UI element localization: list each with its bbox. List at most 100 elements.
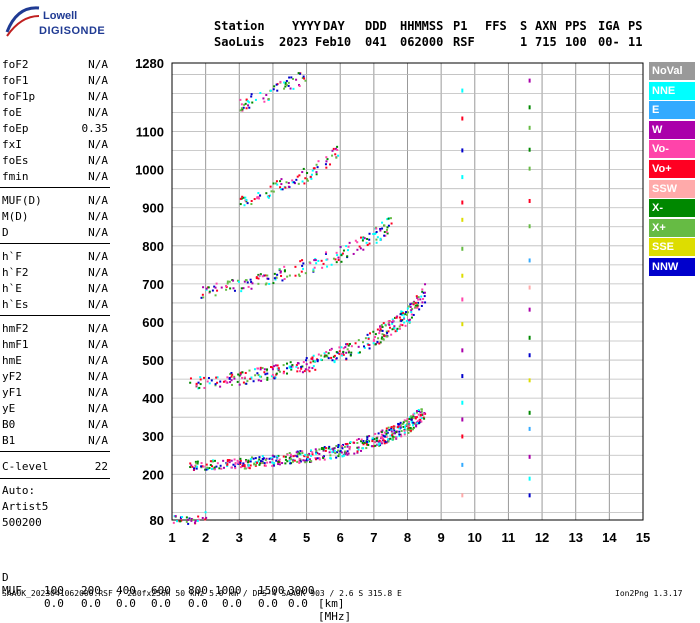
data-point bbox=[271, 455, 274, 458]
data-point bbox=[379, 239, 382, 242]
data-point bbox=[273, 365, 276, 368]
data-point bbox=[383, 431, 386, 434]
data-point bbox=[387, 438, 390, 441]
data-point bbox=[288, 457, 291, 460]
data-point bbox=[461, 273, 464, 278]
y-tick-label: 1280 bbox=[135, 56, 164, 71]
data-point bbox=[296, 455, 299, 458]
data-point bbox=[345, 245, 348, 248]
data-point bbox=[231, 383, 234, 386]
data-point bbox=[198, 386, 201, 389]
data-point bbox=[303, 182, 306, 185]
data-point bbox=[331, 359, 334, 362]
data-point bbox=[391, 432, 394, 435]
trace-3rd-hop bbox=[200, 217, 393, 299]
data-point bbox=[418, 410, 421, 413]
x-tick-label: 10 bbox=[468, 530, 482, 545]
data-point bbox=[366, 440, 369, 443]
data-point bbox=[234, 462, 237, 465]
data-point bbox=[267, 97, 270, 100]
data-point bbox=[320, 447, 323, 450]
footer-muf-label: MUF bbox=[2, 584, 22, 597]
data-point bbox=[386, 232, 389, 235]
data-point bbox=[356, 441, 359, 444]
data-point bbox=[316, 359, 319, 362]
data-point bbox=[269, 457, 272, 460]
data-point bbox=[398, 424, 401, 427]
data-point bbox=[390, 427, 393, 430]
data-point bbox=[197, 381, 200, 384]
data-point bbox=[303, 77, 306, 80]
data-point bbox=[381, 326, 384, 329]
data-point bbox=[320, 358, 323, 361]
data-point bbox=[226, 280, 229, 283]
data-point bbox=[296, 453, 299, 456]
data-point bbox=[197, 515, 200, 518]
data-point bbox=[528, 125, 531, 130]
data-point bbox=[418, 308, 421, 311]
data-point bbox=[206, 468, 209, 471]
data-point bbox=[357, 351, 360, 354]
data-point bbox=[214, 286, 217, 289]
data-point bbox=[244, 467, 247, 470]
data-point bbox=[410, 302, 413, 305]
data-point bbox=[383, 230, 386, 233]
data-point bbox=[286, 275, 289, 278]
data-point bbox=[338, 346, 341, 349]
data-point bbox=[283, 81, 286, 84]
data-point bbox=[266, 372, 269, 375]
data-point bbox=[379, 229, 382, 232]
data-point bbox=[325, 447, 328, 450]
data-point bbox=[362, 447, 365, 450]
footer-d-value: 3000 bbox=[288, 584, 315, 597]
data-point bbox=[287, 81, 290, 84]
data-point bbox=[290, 368, 293, 371]
data-point bbox=[385, 231, 388, 234]
data-point bbox=[316, 166, 319, 169]
data-point bbox=[401, 422, 404, 425]
data-point bbox=[356, 248, 359, 251]
data-point bbox=[398, 316, 401, 319]
data-point bbox=[289, 455, 292, 458]
data-point bbox=[371, 438, 374, 441]
header-label: AXN bbox=[535, 19, 557, 33]
data-point bbox=[324, 252, 327, 255]
data-point bbox=[461, 493, 464, 498]
data-point bbox=[357, 446, 360, 449]
param-row-hme: hmE N/A bbox=[0, 353, 112, 369]
header-value: RSF bbox=[453, 35, 475, 49]
data-point bbox=[283, 87, 286, 90]
data-point bbox=[266, 195, 269, 198]
data-point bbox=[327, 447, 330, 450]
data-point bbox=[263, 462, 266, 465]
data-point bbox=[260, 461, 263, 464]
data-point bbox=[324, 354, 327, 357]
x-tick-label: 2 bbox=[202, 530, 209, 545]
data-point bbox=[251, 101, 254, 104]
data-point bbox=[318, 458, 321, 461]
data-point bbox=[387, 217, 390, 220]
data-point bbox=[275, 459, 278, 462]
data-point bbox=[357, 448, 360, 451]
data-point bbox=[337, 256, 340, 259]
data-point bbox=[267, 277, 270, 280]
data-point bbox=[216, 462, 219, 465]
data-point bbox=[410, 429, 413, 432]
data-point bbox=[276, 367, 279, 370]
data-point bbox=[412, 421, 415, 424]
data-point bbox=[386, 226, 389, 229]
data-point bbox=[412, 416, 415, 419]
param-row-fmin: fmin N/A bbox=[0, 169, 112, 185]
data-point bbox=[346, 249, 349, 252]
data-point bbox=[314, 368, 317, 371]
footer-muf-value: 0.0 bbox=[258, 597, 278, 610]
data-point bbox=[226, 459, 229, 462]
data-point bbox=[249, 464, 252, 467]
data-point bbox=[345, 443, 348, 446]
data-point bbox=[296, 370, 299, 373]
param-label: B1 bbox=[2, 434, 16, 447]
data-point bbox=[215, 465, 218, 468]
param-value: N/A bbox=[88, 266, 108, 279]
data-point bbox=[363, 237, 366, 240]
param-row-foe: foE N/A bbox=[0, 105, 112, 121]
